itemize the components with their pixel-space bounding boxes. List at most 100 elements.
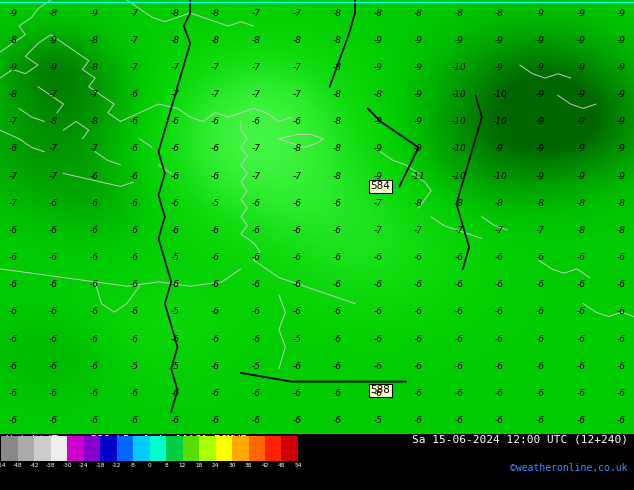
Bar [117,437,133,461]
Text: Sa 15-06-2024 12:00 UTC (12+240): Sa 15-06-2024 12:00 UTC (12+240) [411,435,628,445]
Text: -6: -6 [292,362,301,371]
Text: -9: -9 [414,145,423,153]
Text: -6: -6 [455,362,463,371]
Text: -7: -7 [495,226,504,235]
Text: -6: -6 [171,117,179,126]
Text: -9: -9 [414,117,423,126]
Text: -42: -42 [29,463,39,468]
Text: -6: -6 [252,335,261,343]
Text: -5: -5 [252,362,261,371]
Text: -6: -6 [617,280,626,289]
Text: -7: -7 [8,199,17,208]
Text: -9: -9 [617,172,626,180]
Text: -6: -6 [576,335,585,343]
Text: -10: -10 [492,90,507,99]
Text: -7: -7 [292,8,301,18]
Text: 18: 18 [195,463,203,468]
Text: -6: -6 [8,362,17,371]
Text: -8: -8 [333,172,342,180]
Text: -9: -9 [536,172,545,180]
Text: -6: -6 [333,416,342,425]
Text: -6: -6 [292,117,301,126]
Text: -5: -5 [171,362,179,371]
Text: -6: -6 [414,362,423,371]
Text: -7: -7 [292,172,301,180]
Text: -24: -24 [79,463,89,468]
Text: -8: -8 [171,8,179,18]
Text: -6: -6 [89,253,98,262]
Text: -6: -6 [171,335,179,343]
Text: -8: -8 [333,63,342,72]
Bar [133,437,150,461]
Bar [199,437,216,461]
Text: -6: -6 [8,416,17,425]
Text: -5: -5 [171,253,179,262]
Text: -8: -8 [536,199,545,208]
Text: -9: -9 [414,36,423,45]
Text: -6: -6 [414,416,423,425]
Bar [67,437,84,461]
Text: -5: -5 [211,199,220,208]
Text: -6: -6 [89,226,98,235]
Text: -6: -6 [373,362,382,371]
Text: -6: -6 [495,280,504,289]
Text: -6: -6 [455,335,463,343]
Text: -5: -5 [130,362,139,371]
Text: -8: -8 [89,117,98,126]
Text: -9: -9 [536,8,545,18]
Text: -6: -6 [576,362,585,371]
Text: -8: -8 [576,226,585,235]
Text: -8: -8 [211,36,220,45]
Text: -7: -7 [211,63,220,72]
Text: -6: -6 [49,226,58,235]
Text: -6: -6 [171,280,179,289]
Text: -8: -8 [414,199,423,208]
Text: -7: -7 [130,36,139,45]
Text: -9: -9 [49,63,58,72]
Text: ©weatheronline.co.uk: ©weatheronline.co.uk [510,463,628,473]
Text: -6: -6 [252,117,261,126]
Text: -6: -6 [536,253,545,262]
Text: -6: -6 [576,416,585,425]
Text: -6: -6 [211,307,220,317]
Text: -18: -18 [96,463,105,468]
Text: -9: -9 [576,8,585,18]
Text: -9: -9 [373,172,382,180]
Text: -7: -7 [49,90,58,99]
Text: -7: -7 [8,117,17,126]
Text: -9: -9 [455,36,463,45]
Text: -8: -8 [333,8,342,18]
Text: -7: -7 [373,226,382,235]
Text: -6: -6 [455,416,463,425]
Text: -7: -7 [130,63,139,72]
Text: -10: -10 [451,145,467,153]
Text: -8: -8 [617,199,626,208]
Bar [166,437,183,461]
Text: -9: -9 [495,63,504,72]
Text: -9: -9 [536,63,545,72]
Text: -6: -6 [130,307,139,317]
Text: -6: -6 [455,253,463,262]
Text: -10: -10 [451,63,467,72]
Text: -9: -9 [536,36,545,45]
Text: -6: -6 [89,389,98,398]
Text: -6: -6 [292,199,301,208]
Text: -6: -6 [373,253,382,262]
Text: -8: -8 [333,117,342,126]
Text: -7: -7 [252,8,261,18]
Text: -8: -8 [333,36,342,45]
Text: -6: -6 [130,145,139,153]
Text: -6: -6 [617,307,626,317]
Text: -8: -8 [373,8,382,18]
Text: -6: -6 [292,307,301,317]
Text: -6: -6 [536,416,545,425]
Text: -9: -9 [495,36,504,45]
Text: -6: -6 [292,226,301,235]
Text: -8: -8 [333,145,342,153]
Text: -6: -6 [211,117,220,126]
Text: -8: -8 [8,36,17,45]
Text: -38: -38 [46,463,56,468]
Bar [34,437,51,461]
Text: -6: -6 [414,307,423,317]
Text: -7: -7 [414,226,423,235]
